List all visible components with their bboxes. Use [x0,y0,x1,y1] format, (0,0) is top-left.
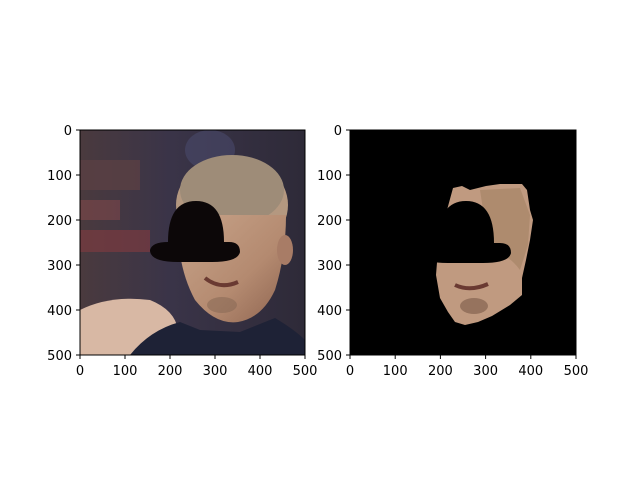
left-y-tick-label: 0 [64,124,72,139]
right-photo [350,130,576,355]
left-x-tick-label: 200 [158,364,183,379]
right-y-tick-label: 300 [317,259,342,274]
left-x-tick-label: 0 [76,364,84,379]
right-image-panel [349,129,577,356]
left-x-tick-label: 400 [248,364,273,379]
right-x-tick-label: 300 [473,364,498,379]
left-axis-ticks: 0 100 200 300 400 500 0 100 200 300 400 500 [47,124,317,379]
right-x-tick-label: 400 [518,364,543,379]
right-y-tick-label: 100 [317,169,342,184]
right-x-tick-label: 100 [383,364,408,379]
right-y-tick-label: 500 [317,349,342,364]
left-axes-frame [79,129,306,356]
left-x-tick-label: 300 [203,364,228,379]
left-y-tick-label: 200 [47,214,72,229]
right-x-tick-label: 500 [564,364,589,379]
right-x-tick-label: 0 [346,364,354,379]
left-image-panel [79,129,306,356]
left-y-tick-label: 100 [47,169,72,184]
right-axes-frame [349,129,577,356]
left-x-tick-label: 500 [293,364,318,379]
left-y-tick-label: 300 [47,259,72,274]
left-x-tick-label: 100 [113,364,138,379]
right-y-tick-label: 200 [317,214,342,229]
right-y-tick-label: 400 [317,304,342,319]
left-photo [80,130,305,355]
left-y-tick-label: 400 [47,304,72,319]
left-y-tick-label: 500 [47,349,72,364]
right-y-tick-label: 0 [334,124,342,139]
right-axis-ticks: 0 100 200 300 400 500 0 100 200 300 400 500 [317,124,588,379]
right-x-tick-label: 200 [428,364,453,379]
